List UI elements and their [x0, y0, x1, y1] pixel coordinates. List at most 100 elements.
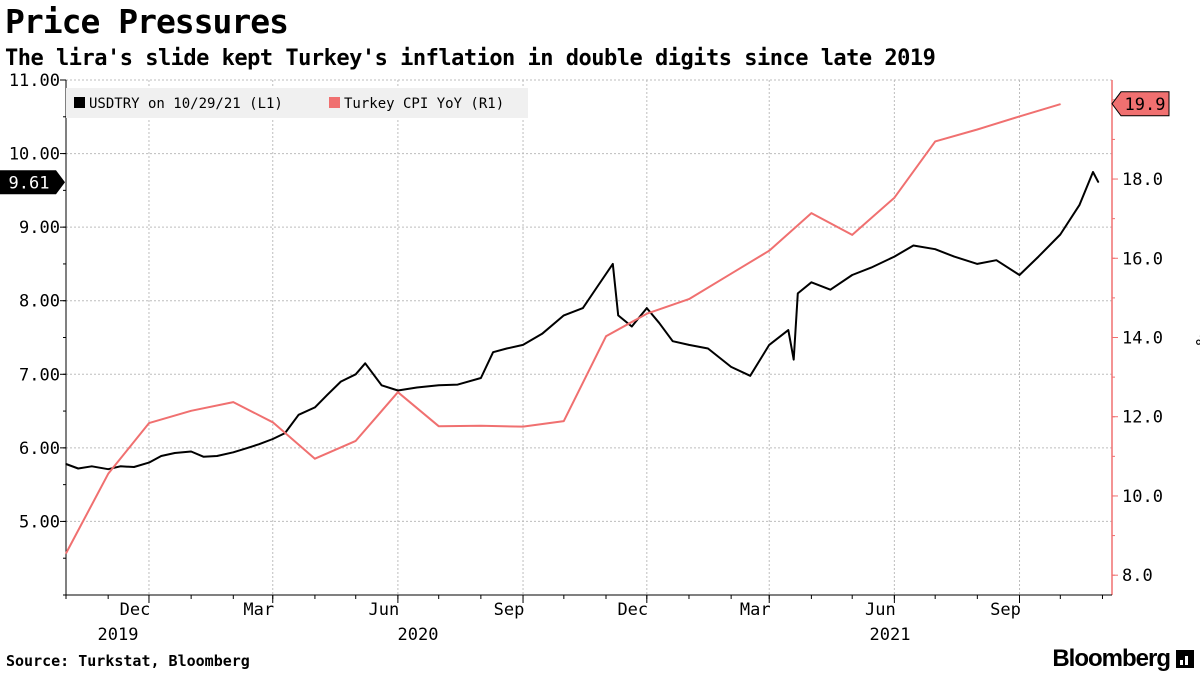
data-point-usdtry — [829, 288, 832, 291]
data-point-cpi — [437, 425, 440, 428]
data-point-usdtry — [646, 307, 648, 309]
data-point-usdtry — [340, 380, 342, 383]
badge-shape — [0, 170, 65, 195]
data-point-usdtry — [456, 383, 459, 386]
x-month-label: Sep — [990, 600, 1021, 620]
data-point-usdtry — [314, 406, 316, 409]
data-point-usdtry — [787, 329, 790, 331]
right-tick-label: 18.0 — [1122, 170, 1163, 190]
data-point-usdtry — [612, 263, 614, 265]
x-month-label: Mar — [243, 600, 274, 620]
data-point-usdtry — [133, 466, 135, 468]
last-value-usdtry: 9.61 — [9, 173, 50, 193]
data-point-usdtry — [953, 255, 955, 258]
data-point-cpi — [1018, 115, 1021, 118]
data-point-cpi — [480, 425, 482, 427]
brand-logo: Bloomberg — [1052, 645, 1171, 672]
data-point-usdtry — [505, 347, 508, 350]
x-month-label: Mar — [740, 600, 771, 620]
data-point-usdtry — [851, 274, 853, 276]
data-point-cpi — [1059, 103, 1062, 105]
data-point-usdtry — [870, 266, 872, 269]
right-tick-label: 16.0 — [1122, 249, 1163, 269]
left-tick-label: 11.00 — [9, 71, 60, 91]
data-point-usdtry — [202, 455, 205, 458]
x-month-label: Dec — [120, 600, 151, 620]
x-axis: Dec Mar Jun Sep Dec Mar Jun Sep 2019 2020 2021 — [65, 594, 1112, 645]
data-point-usdtry — [437, 384, 440, 387]
legend-swatch-cpi — [329, 97, 340, 108]
data-point-usdtry — [480, 377, 482, 379]
data-point-usdtry — [1018, 274, 1021, 276]
data-point-usdtry — [258, 443, 260, 446]
x-year-label: 2020 — [398, 625, 439, 645]
left-tick-label: 8.00 — [19, 292, 60, 312]
data-point-usdtry — [563, 314, 565, 317]
data-point-usdtry — [326, 394, 329, 396]
data-point-usdtry — [688, 344, 690, 346]
badge-shape — [1111, 91, 1170, 117]
x-month-label: Jun — [369, 600, 400, 620]
data-point-usdtry — [730, 366, 732, 368]
data-point-usdtry — [272, 438, 274, 440]
series-line-usdtry — [65, 171, 1100, 471]
series-line-cpi — [65, 103, 1061, 554]
legend-swatch-usdtry — [74, 97, 85, 108]
x-month-label: Jun — [865, 600, 896, 620]
data-point-usdtry — [77, 467, 79, 470]
data-point-cpi — [851, 234, 853, 236]
data-point-usdtry — [707, 347, 709, 350]
series-layer — [65, 103, 1100, 555]
last-value-badge-usdtry: 9.61 — [0, 170, 65, 195]
x-year-label: 2021 — [870, 625, 911, 645]
data-point-usdtry — [232, 451, 235, 454]
data-point-usdtry — [597, 285, 599, 287]
right-tick-label: 8.0 — [1122, 566, 1153, 586]
data-point-usdtry — [912, 244, 915, 247]
data-point-usdtry — [364, 362, 367, 365]
right-tick-label: 12.0 — [1122, 408, 1163, 428]
data-point-usdtry — [244, 447, 247, 450]
data-point-cpi — [65, 552, 67, 555]
legend-label-usdtry: USDTRY on 10/29/21 (L1) — [89, 96, 283, 112]
data-point-usdtry — [65, 463, 67, 465]
data-point-cpi — [976, 128, 979, 131]
data-point-usdtry — [380, 384, 383, 387]
source-note: Source: Turkstat, Bloomberg — [6, 652, 250, 670]
data-point-usdtry — [148, 461, 150, 464]
data-point-usdtry — [1097, 181, 1100, 184]
data-point-cpi — [646, 312, 648, 315]
legend-label-cpi: Turkey CPI YoY (R1) — [344, 96, 504, 112]
data-point-usdtry — [631, 325, 633, 328]
left-axis: 11.00 10.00 9.00 8.00 7.00 6.00 5.00 — [9, 71, 67, 596]
data-point-usdtry — [617, 314, 619, 317]
legend: USDTRY on 10/29/21 (L1) Turkey CPI YoY (… — [66, 88, 528, 118]
data-point-usdtry — [541, 333, 543, 335]
data-point-cpi — [314, 457, 316, 460]
data-point-usdtry — [797, 292, 799, 295]
left-tick-label: 5.00 — [19, 512, 60, 532]
data-point-usdtry — [492, 351, 494, 354]
data-point-cpi — [934, 140, 936, 143]
data-point-cpi — [810, 212, 813, 214]
data-point-usdtry — [160, 455, 162, 457]
left-tick-label: 10.00 — [9, 145, 60, 165]
data-point-usdtry — [297, 414, 300, 416]
data-point-cpi — [893, 196, 896, 199]
data-point-cpi — [354, 440, 357, 442]
data-point-usdtry — [119, 465, 122, 468]
left-tick-label: 9.00 — [19, 218, 60, 238]
data-point-usdtry — [658, 322, 660, 324]
data-point-cpi — [522, 425, 524, 428]
chart-title: Price Pressures — [5, 2, 289, 41]
data-point-usdtry — [1037, 255, 1040, 258]
data-point-cpi — [397, 391, 399, 394]
data-point-usdtry — [1059, 233, 1062, 236]
data-point-usdtry — [582, 307, 584, 309]
data-point-cpi — [730, 272, 732, 275]
gridlines — [66, 79, 1112, 595]
x-year-label: 2019 — [98, 625, 139, 645]
last-value-badge-cpi: 19.9 — [1111, 91, 1170, 117]
data-point-usdtry — [174, 452, 176, 454]
